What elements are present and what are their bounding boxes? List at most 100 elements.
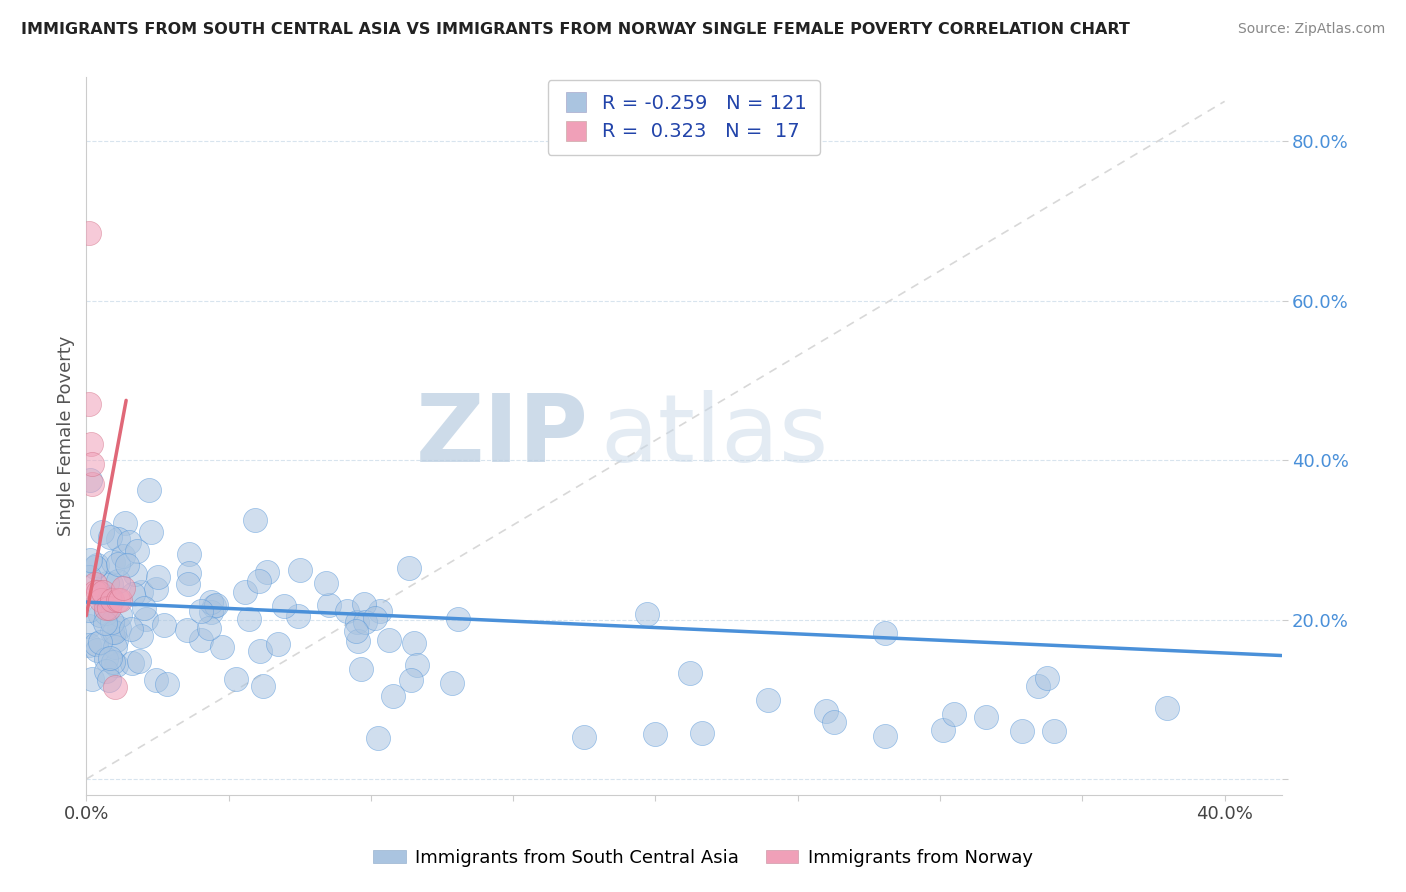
Point — [146, 570, 169, 584]
Text: Source: ZipAtlas.com: Source: ZipAtlas.com — [1237, 22, 1385, 37]
Point — [82, 672, 104, 686]
Point — [108, 622, 131, 636]
Point — [77, 603, 100, 617]
Point — [104, 681, 127, 695]
Text: atlas: atlas — [600, 391, 828, 483]
Point — [290, 563, 312, 577]
Point — [111, 549, 134, 564]
Point — [398, 561, 420, 575]
Point — [190, 604, 212, 618]
Point — [90, 587, 112, 601]
Point — [93, 584, 115, 599]
Point — [249, 644, 271, 658]
Point — [139, 524, 162, 539]
Point — [205, 599, 228, 613]
Point — [83, 576, 105, 591]
Point — [349, 662, 371, 676]
Point — [346, 615, 368, 629]
Point — [77, 226, 100, 240]
Point — [176, 623, 198, 637]
Point — [77, 570, 100, 584]
Point — [198, 621, 221, 635]
Point — [104, 658, 127, 673]
Point — [574, 730, 596, 744]
Point — [96, 576, 118, 591]
Point — [942, 706, 965, 721]
Point — [114, 516, 136, 530]
Point — [112, 581, 135, 595]
Point — [89, 635, 111, 649]
Point — [94, 616, 117, 631]
Point — [974, 710, 997, 724]
Point — [315, 576, 337, 591]
Point — [644, 727, 666, 741]
Point — [80, 477, 103, 491]
Point — [367, 731, 389, 745]
Point — [120, 622, 142, 636]
Point — [101, 615, 124, 630]
Point — [118, 535, 141, 549]
Point — [267, 637, 290, 651]
Point — [238, 612, 260, 626]
Point — [692, 726, 714, 740]
Y-axis label: Single Female Poverty: Single Female Poverty — [58, 336, 75, 536]
Point — [378, 633, 401, 648]
Point — [101, 592, 124, 607]
Point — [132, 601, 155, 615]
Point — [823, 715, 845, 730]
Point — [364, 611, 387, 625]
Legend: Immigrants from South Central Asia, Immigrants from Norway: Immigrants from South Central Asia, Immi… — [367, 842, 1039, 874]
Point — [129, 629, 152, 643]
Point — [129, 584, 152, 599]
Point — [177, 577, 200, 591]
Point — [273, 599, 295, 613]
Point — [86, 643, 108, 657]
Point — [252, 679, 274, 693]
Point — [370, 604, 392, 618]
Point — [447, 612, 470, 626]
Point — [202, 599, 225, 613]
Point — [77, 639, 100, 653]
Point — [91, 525, 114, 540]
Point — [128, 654, 150, 668]
Point — [233, 585, 256, 599]
Point — [354, 615, 377, 629]
Point — [86, 584, 108, 599]
Point — [679, 666, 702, 681]
Point — [89, 608, 111, 623]
Point — [145, 673, 167, 687]
Point — [96, 606, 118, 620]
Point — [79, 552, 101, 566]
Point — [117, 558, 139, 572]
Point — [124, 567, 146, 582]
Point — [225, 672, 247, 686]
Point — [101, 655, 124, 669]
Point — [402, 636, 425, 650]
Point — [107, 532, 129, 546]
Point — [190, 632, 212, 647]
Point — [98, 591, 121, 606]
Point — [177, 547, 200, 561]
Point — [94, 652, 117, 666]
Point — [1156, 700, 1178, 714]
Point — [405, 657, 427, 672]
Point — [104, 632, 127, 647]
Point — [200, 595, 222, 609]
Point — [177, 566, 200, 580]
Point — [636, 607, 658, 622]
Point — [80, 457, 103, 471]
Point — [110, 608, 132, 623]
Point — [98, 650, 121, 665]
Point — [381, 689, 404, 703]
Point — [1011, 723, 1033, 738]
Point — [96, 600, 118, 615]
Point — [1026, 679, 1049, 693]
Point — [79, 473, 101, 487]
Point — [1035, 671, 1057, 685]
Point — [110, 592, 132, 607]
Point — [101, 624, 124, 639]
Point — [103, 555, 125, 569]
Point — [815, 704, 838, 718]
Point — [1042, 723, 1064, 738]
Point — [107, 574, 129, 589]
